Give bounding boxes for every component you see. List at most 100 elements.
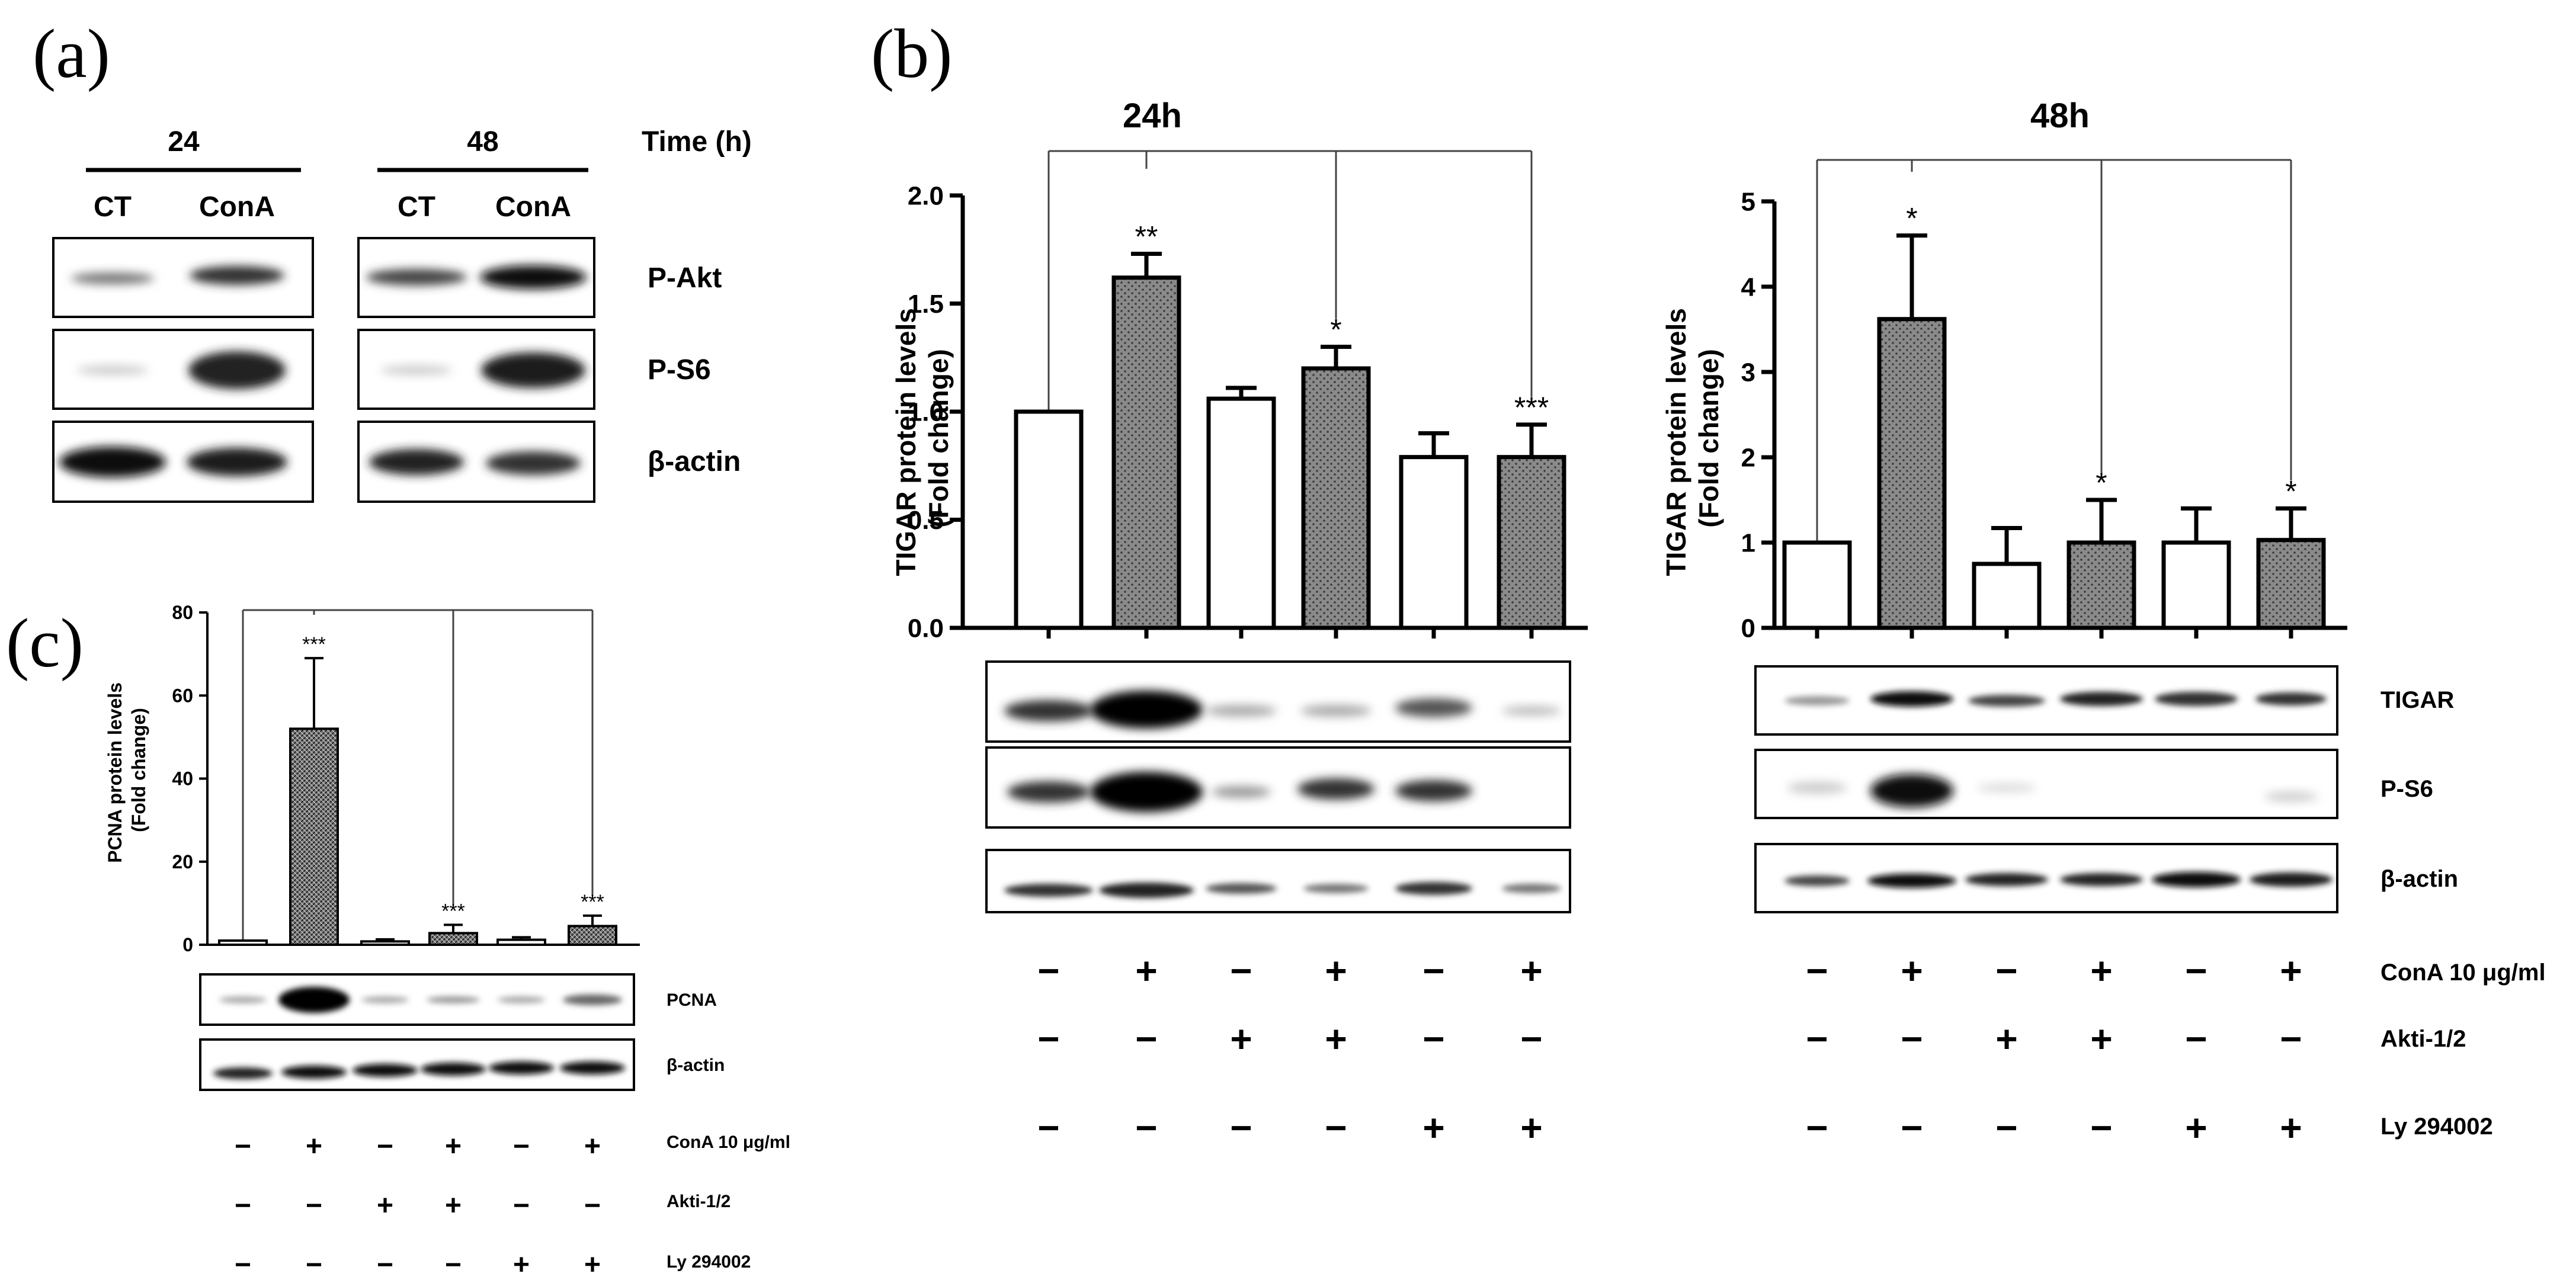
treatment-plus: + (584, 1131, 601, 1162)
blot-b-bactin-48 (1754, 843, 2338, 913)
bar (1782, 540, 1852, 630)
panel-b: (b) 24h TIGAR protein levels (Fold chang… (871, 15, 2546, 1149)
treatment-minus: − (1230, 1106, 1252, 1149)
treatment-minus: − (1995, 1106, 2017, 1149)
treatment-minus: − (1901, 1106, 1923, 1149)
treatment-minus: − (235, 1190, 251, 1221)
blot-a-ps6-24 (52, 329, 314, 410)
y-tick-label: 3 (1741, 358, 1755, 387)
blot-label-bactin: β-actin (2380, 866, 2458, 892)
treatment-plus: + (2280, 1106, 2302, 1149)
treatment-minus: − (235, 1249, 251, 1280)
y-tick-label: 5 (1741, 187, 1755, 216)
y-tick-label: 60 (172, 685, 193, 706)
y-tick-label: 1 (1741, 528, 1755, 557)
y-axis-label: TIGAR protein levels (Fold change) (1661, 300, 1724, 576)
bar (496, 938, 546, 946)
treatment-minus: − (2185, 1018, 2207, 1060)
y-tick-label: 2 (1741, 443, 1755, 472)
treatment-label-akti: Akti-1/2 (2380, 1026, 2466, 1052)
treatment-plus: + (377, 1190, 393, 1221)
blot-b-bactin-24 (985, 849, 1571, 913)
y-tick-label: 2.0 (908, 181, 944, 210)
y-axis-label-line2: (Fold change) (923, 349, 954, 528)
bar (1497, 455, 1566, 630)
treatment-plus: + (1422, 1106, 1444, 1149)
blot-label-ps6: P-S6 (648, 354, 711, 386)
bar (2161, 540, 2231, 630)
treatment-plus: + (2090, 949, 2112, 992)
bar (1877, 317, 1947, 630)
significance-label: * (2096, 466, 2107, 499)
treatment-plus: + (445, 1190, 462, 1221)
significance-label: ** (1135, 220, 1158, 254)
y-tick-label: 1.5 (908, 290, 944, 319)
treatment-minus: − (513, 1131, 530, 1162)
treatment-minus: − (1806, 1106, 1828, 1149)
blot-b-ps6-24 (985, 746, 1571, 829)
significance-label: * (2285, 474, 2296, 508)
bar (218, 939, 268, 947)
chart-tigar-48h: 48h TIGAR protein levels (Fold change) 0… (1661, 97, 2347, 643)
significance-label: *** (581, 891, 604, 913)
panel-b-label: (b) (871, 15, 953, 92)
blot-label-pakt: P-Akt (648, 262, 722, 294)
treatment-minus: − (1806, 1018, 1828, 1060)
significance-label: *** (302, 633, 326, 656)
treatment-minus: − (377, 1249, 393, 1280)
y-tick-label: 4 (1741, 272, 1756, 301)
bar (289, 727, 339, 946)
time-value-24: 24 (168, 126, 200, 158)
treatment-plus: + (2090, 1018, 2112, 1060)
bar (360, 940, 410, 947)
treatment-minus: − (377, 1131, 393, 1162)
treatment-plus: + (584, 1249, 601, 1280)
panel-a-label: (a) (33, 15, 110, 92)
treatment-plus: + (1325, 949, 1347, 992)
treatment-minus: − (1422, 949, 1444, 992)
chart-pcna: PCNA protein levels (Fold change) 0 20 40 6… (104, 602, 640, 955)
blot-b-ps6-48 (1754, 749, 2338, 819)
bar (1399, 455, 1469, 630)
treatment-plus: + (513, 1249, 530, 1280)
y-axis-label-line1: PCNA protein levels (104, 682, 126, 863)
treatment-label-cona: ConA 10 μg/ml (667, 1133, 790, 1152)
treatment-minus: − (1995, 949, 2017, 992)
treatment-minus: − (2090, 1106, 2112, 1149)
treatment-minus: − (1325, 1106, 1347, 1149)
treatment-plus: + (2185, 1106, 2207, 1149)
blot-a-bactin-24 (52, 421, 314, 503)
y-axis-label: TIGAR protein levels (Fold change) (890, 300, 954, 576)
bar (1206, 396, 1276, 630)
blot-c-pcna (199, 973, 635, 1026)
y-tick-label: 0 (1741, 614, 1755, 643)
treatment-minus: − (1806, 949, 1828, 992)
treatment-label-cona: ConA 10 μg/ml (2380, 960, 2546, 986)
treatment-minus: − (1135, 1018, 1157, 1060)
bar (1301, 366, 1371, 630)
lane-label: CT (398, 191, 435, 223)
treatment-minus: − (1230, 949, 1252, 992)
treatment-grid-b24: − + − + − + − − + + − − − − − − + + (1037, 949, 1542, 1149)
treatment-minus: − (306, 1190, 322, 1221)
y-tick-label: 80 (172, 602, 193, 623)
y-axis-label-line2: (Fold change) (1693, 349, 1724, 528)
bar (1111, 275, 1181, 630)
treatment-minus: − (1037, 1106, 1059, 1149)
blot-c-bactin (199, 1038, 635, 1091)
blot-label-tigar: TIGAR (2380, 687, 2455, 713)
treatment-label-ly: Ly 294002 (2380, 1114, 2493, 1140)
bar (2256, 538, 2326, 630)
y-tick-label: 40 (172, 768, 193, 790)
y-tick-label: 20 (172, 851, 193, 872)
bar (568, 925, 617, 946)
treatment-grid-c: − + − + − + − − + + − − − − − − + + (235, 1131, 601, 1280)
treatment-grid-b48: − + − + − + − − + + − − − − − − + + (1806, 949, 2302, 1149)
time-value-48: 48 (467, 126, 498, 158)
chart-title: 48h (2030, 97, 2090, 135)
significance-label: *** (1514, 391, 1549, 424)
treatment-minus: − (584, 1190, 601, 1221)
blot-label-bactin: β-actin (667, 1056, 725, 1075)
bar (1972, 562, 2042, 630)
